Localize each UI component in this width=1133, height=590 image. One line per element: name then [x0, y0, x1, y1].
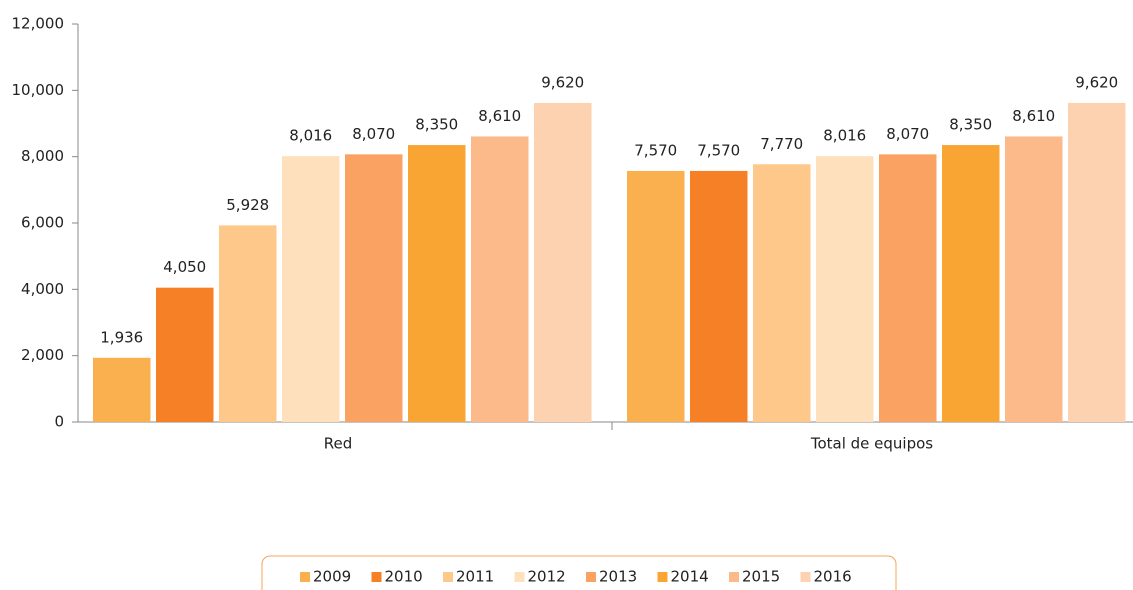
legend-label: 2013 [599, 568, 637, 586]
legend-swatch [729, 572, 739, 582]
bar [1068, 102, 1126, 422]
y-tick-label: 0 [54, 413, 64, 431]
bar [534, 102, 592, 422]
value-label: 4,050 [163, 258, 206, 276]
legend-swatch [371, 572, 382, 582]
legend-label: 2015 [742, 568, 780, 586]
legend-swatch [300, 572, 310, 582]
value-label: 5,928 [226, 196, 269, 214]
value-label: 8,070 [352, 125, 395, 143]
bar [1005, 136, 1063, 422]
bar [471, 136, 529, 422]
x-tick-label: Red [324, 435, 353, 453]
legend-swatch [443, 572, 453, 582]
legend-label: 2012 [528, 568, 566, 586]
legend-swatch [800, 572, 811, 582]
value-label: 7,770 [760, 135, 803, 153]
value-label: 8,350 [415, 116, 458, 134]
value-label: 9,620 [541, 73, 584, 91]
x-tick-label: Total de equipos [810, 435, 933, 453]
bar [753, 164, 811, 423]
bar [345, 154, 403, 422]
legend-swatch [514, 572, 525, 582]
legend-swatch [586, 572, 596, 582]
bar [219, 225, 277, 422]
value-label: 7,570 [697, 141, 740, 159]
value-label: 9,620 [1075, 73, 1118, 91]
bar [942, 145, 1000, 422]
legend-swatch [657, 572, 668, 582]
y-tick-label: 6,000 [21, 214, 64, 232]
value-label: 1,936 [100, 328, 143, 346]
bar [690, 170, 748, 422]
y-tick-label: 8,000 [21, 147, 64, 165]
value-label: 8,350 [949, 116, 992, 134]
legend-label: 2014 [671, 568, 709, 586]
legend-label: 2016 [814, 568, 852, 586]
value-label: 7,570 [634, 141, 677, 159]
value-label: 8,610 [1012, 107, 1055, 125]
bar [156, 287, 214, 422]
legend-label: 2011 [456, 568, 494, 586]
y-tick-label: 12,000 [12, 15, 65, 33]
value-label: 8,016 [289, 127, 332, 145]
y-tick-label: 10,000 [12, 81, 65, 99]
legend-label: 2010 [385, 568, 423, 586]
legend-box [261, 555, 897, 590]
bar [879, 154, 937, 422]
legend-label: 2009 [313, 568, 351, 586]
bar [93, 357, 151, 422]
bar [282, 156, 340, 423]
bar [816, 156, 874, 423]
y-tick-label: 2,000 [21, 346, 64, 364]
bar [408, 145, 466, 422]
value-label: 8,016 [823, 127, 866, 145]
y-tick-label: 4,000 [21, 280, 64, 298]
value-label: 8,610 [478, 107, 521, 125]
value-label: 8,070 [886, 125, 929, 143]
bar [627, 170, 685, 422]
